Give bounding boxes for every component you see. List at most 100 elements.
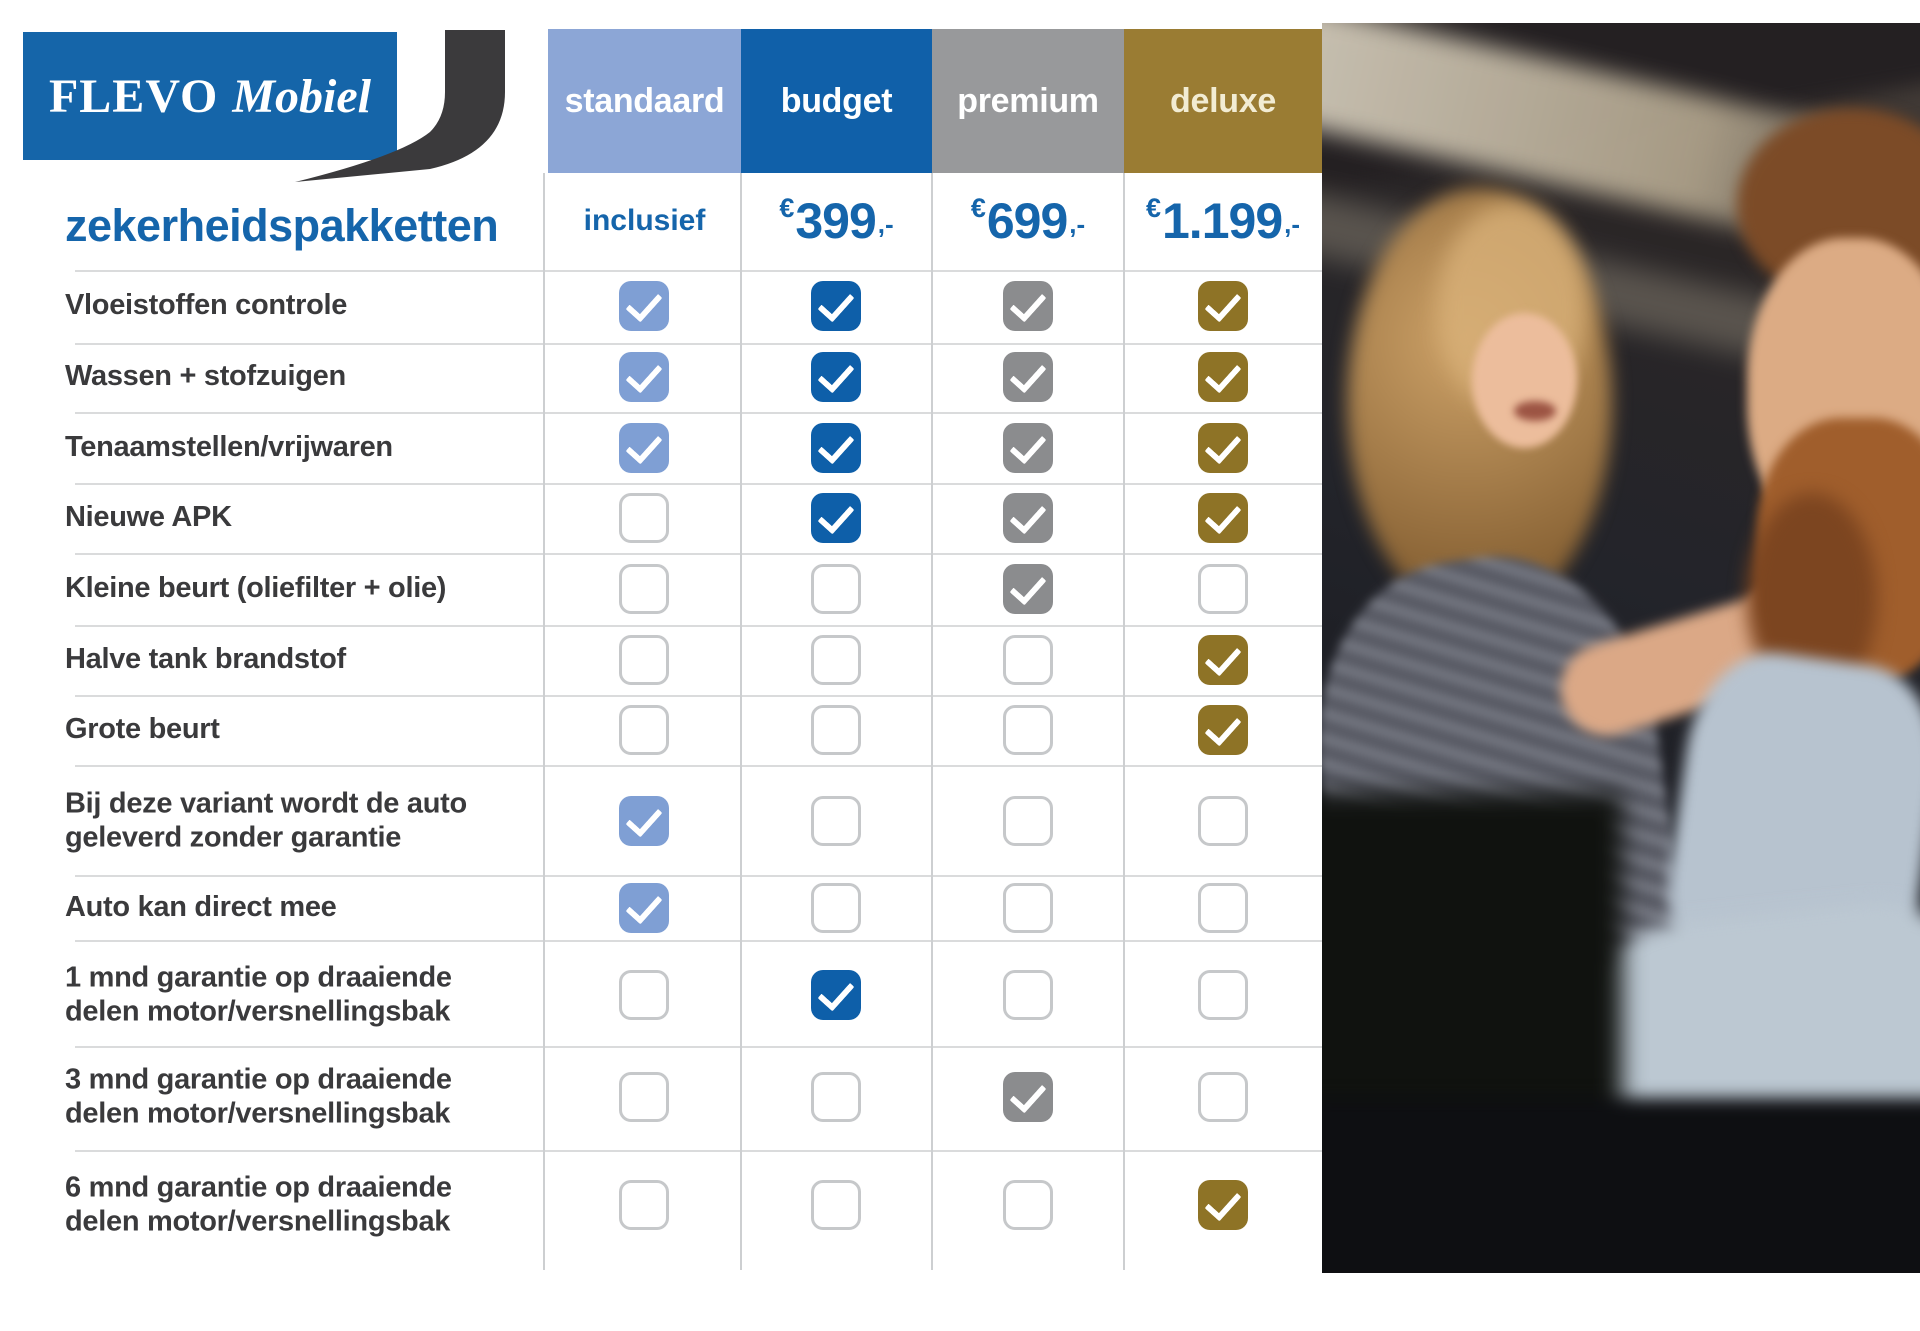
checkbox-budget-row5 [811,564,861,614]
check-icon [1204,355,1242,394]
price-inclusief-text: inclusief [583,204,706,237]
price-suffix: ,- [1284,208,1301,239]
price-amount: 699 [986,193,1068,249]
checkbox-premium-row8 [1003,796,1053,846]
row-divider [75,875,1322,877]
check-icon [1204,708,1242,747]
logo-swoosh-icon [295,30,505,182]
check-icon [817,284,855,323]
checkbox-deluxe-row7 [1198,705,1248,755]
photo-couple-in-car [1322,23,1920,1273]
brand-name-mobiel: Mobiel [232,69,372,123]
check-icon [625,799,663,838]
price-suffix: ,- [877,208,894,239]
check-icon [1204,638,1242,677]
checkbox-deluxe-row3 [1198,423,1248,473]
row-divider [75,553,1322,555]
checkbox-budget-row10 [811,970,861,1020]
checkbox-budget-row12 [811,1180,861,1230]
tier-label: premium [957,81,1099,120]
column-divider [931,173,933,1270]
price-premium: €699 ,- [932,176,1124,266]
feature-label: Kleine beurt (oliefilter + olie) [65,572,447,605]
checkbox-deluxe-row4 [1198,493,1248,543]
feature-label: Auto kan direct mee [65,891,337,924]
check-icon [817,426,855,465]
checkbox-premium-row5 [1003,564,1053,614]
tier-header-budget: budget [741,29,932,173]
check-icon [1009,284,1047,323]
column-divider [1123,173,1125,1270]
check-icon [1204,496,1242,535]
check-icon [817,496,855,535]
tier-header-premium: premium [932,29,1124,173]
checkbox-budget-row4 [811,493,861,543]
checkbox-standaard-row4 [619,493,669,543]
checkbox-standaard-row5 [619,564,669,614]
price-amount: 1.199 [1162,193,1283,249]
check-icon [1009,355,1047,394]
row-divider [75,270,1322,272]
checkbox-deluxe-row2 [1198,352,1248,402]
check-icon [625,284,663,323]
row-divider [75,695,1322,697]
brand-logo: FLEVO Mobiel [23,32,397,160]
checkbox-standaard-row12 [619,1180,669,1230]
row-divider [75,1046,1322,1048]
price-deluxe: €1.199 ,- [1124,176,1322,266]
euro-sign: € [1145,192,1161,223]
check-icon [1009,426,1047,465]
check-icon [817,355,855,394]
price-amount: 399 [795,193,876,249]
checkbox-standaard-row8 [619,796,669,846]
feature-label: 1 mnd garantie op draaiende delen motor/… [65,961,452,1027]
feature-label: Wassen + stofzuigen [65,360,346,393]
checkbox-premium-row3 [1003,423,1053,473]
feature-label: Nieuwe APK [65,501,232,534]
check-icon [625,426,663,465]
checkbox-budget-row6 [811,635,861,685]
tier-header-deluxe: deluxe [1124,29,1322,173]
feature-label: 6 mnd garantie op draaiende delen motor/… [65,1171,452,1237]
checkbox-premium-row6 [1003,635,1053,685]
feature-label: Grote beurt [65,713,220,746]
checkbox-standaard-row3 [619,423,669,473]
check-icon [1009,567,1047,606]
checkbox-standaard-row9 [619,883,669,933]
checkbox-premium-row10 [1003,970,1053,1020]
checkbox-deluxe-row5 [1198,564,1248,614]
tier-label: deluxe [1170,81,1276,120]
price-suffix: ,- [1069,208,1086,239]
feature-label: 3 mnd garantie op draaiende delen motor/… [65,1063,452,1129]
checkbox-budget-row2 [811,352,861,402]
price-budget: €399 ,- [741,176,932,266]
row-divider [75,940,1322,942]
row-divider [75,1150,1322,1152]
checkbox-premium-row9 [1003,883,1053,933]
checkbox-premium-row4 [1003,493,1053,543]
checkbox-budget-row3 [811,423,861,473]
tier-label: budget [780,81,893,120]
euro-sign: € [970,192,986,223]
checkbox-budget-row8 [811,796,861,846]
checkbox-budget-row7 [811,705,861,755]
checkbox-standaard-row10 [619,970,669,1020]
checkbox-budget-row1 [811,281,861,331]
checkbox-deluxe-row9 [1198,883,1248,933]
checkbox-budget-row11 [811,1072,861,1122]
euro-sign: € [779,192,795,223]
checkbox-premium-row11 [1003,1072,1053,1122]
row-divider [75,412,1322,414]
tier-header-standaard: standaard [548,29,741,173]
column-divider [543,173,545,1270]
check-icon [625,886,663,925]
check-icon [817,973,855,1012]
check-icon [625,355,663,394]
tier-label: standaard [564,81,725,120]
checkbox-premium-row7 [1003,705,1053,755]
checkbox-deluxe-row12 [1198,1180,1248,1230]
check-icon [1204,1183,1242,1222]
row-divider [75,483,1322,485]
checkbox-premium-row12 [1003,1180,1053,1230]
photo-woman-smile [1514,401,1556,421]
